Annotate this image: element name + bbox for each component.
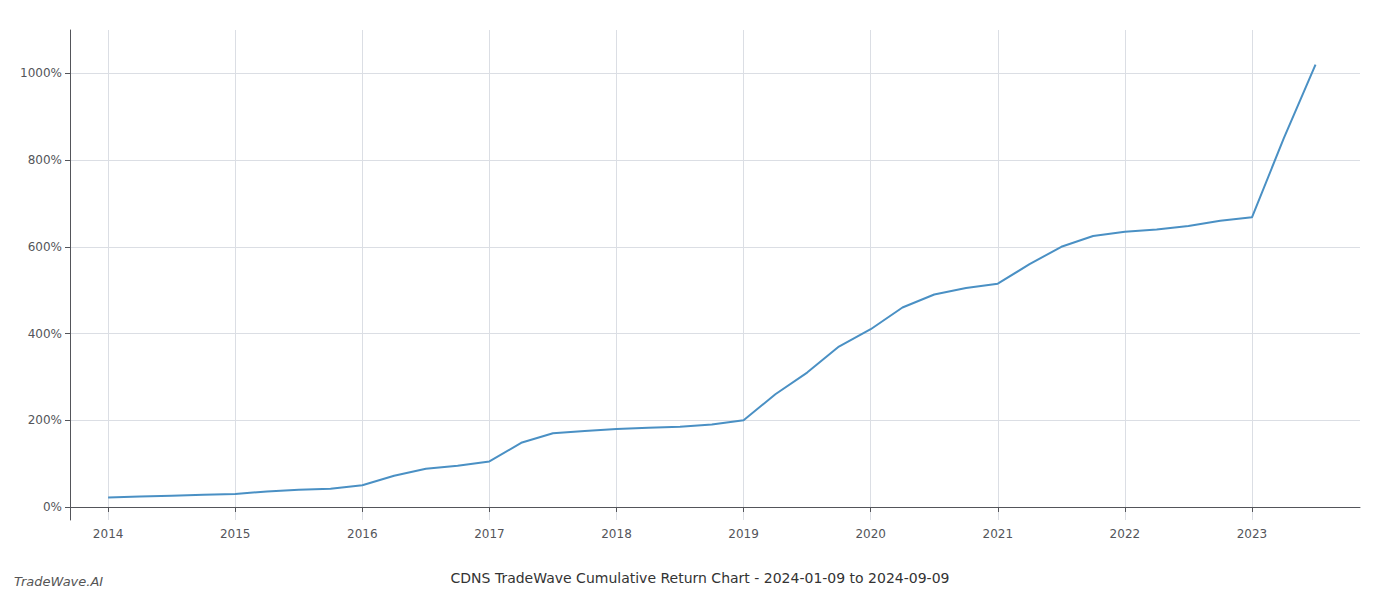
svg-text:2020: 2020	[855, 527, 886, 541]
svg-text:2015: 2015	[220, 527, 251, 541]
svg-text:2022: 2022	[1110, 527, 1141, 541]
svg-text:2014: 2014	[93, 527, 124, 541]
svg-text:200%: 200%	[28, 413, 62, 427]
svg-text:2019: 2019	[728, 527, 759, 541]
svg-text:2016: 2016	[347, 527, 378, 541]
svg-text:1000%: 1000%	[20, 66, 62, 80]
svg-text:2017: 2017	[474, 527, 505, 541]
svg-text:TradeWave.AI: TradeWave.AI	[14, 574, 103, 589]
svg-text:600%: 600%	[28, 240, 62, 254]
svg-text:2021: 2021	[983, 527, 1014, 541]
svg-text:2018: 2018	[601, 527, 632, 541]
svg-text:400%: 400%	[28, 327, 62, 341]
svg-text:2023: 2023	[1237, 527, 1268, 541]
svg-text:0%: 0%	[43, 500, 62, 514]
svg-text:800%: 800%	[28, 153, 62, 167]
svg-text:CDNS TradeWave Cumulative Retu: CDNS TradeWave Cumulative Return Chart -…	[451, 570, 950, 586]
